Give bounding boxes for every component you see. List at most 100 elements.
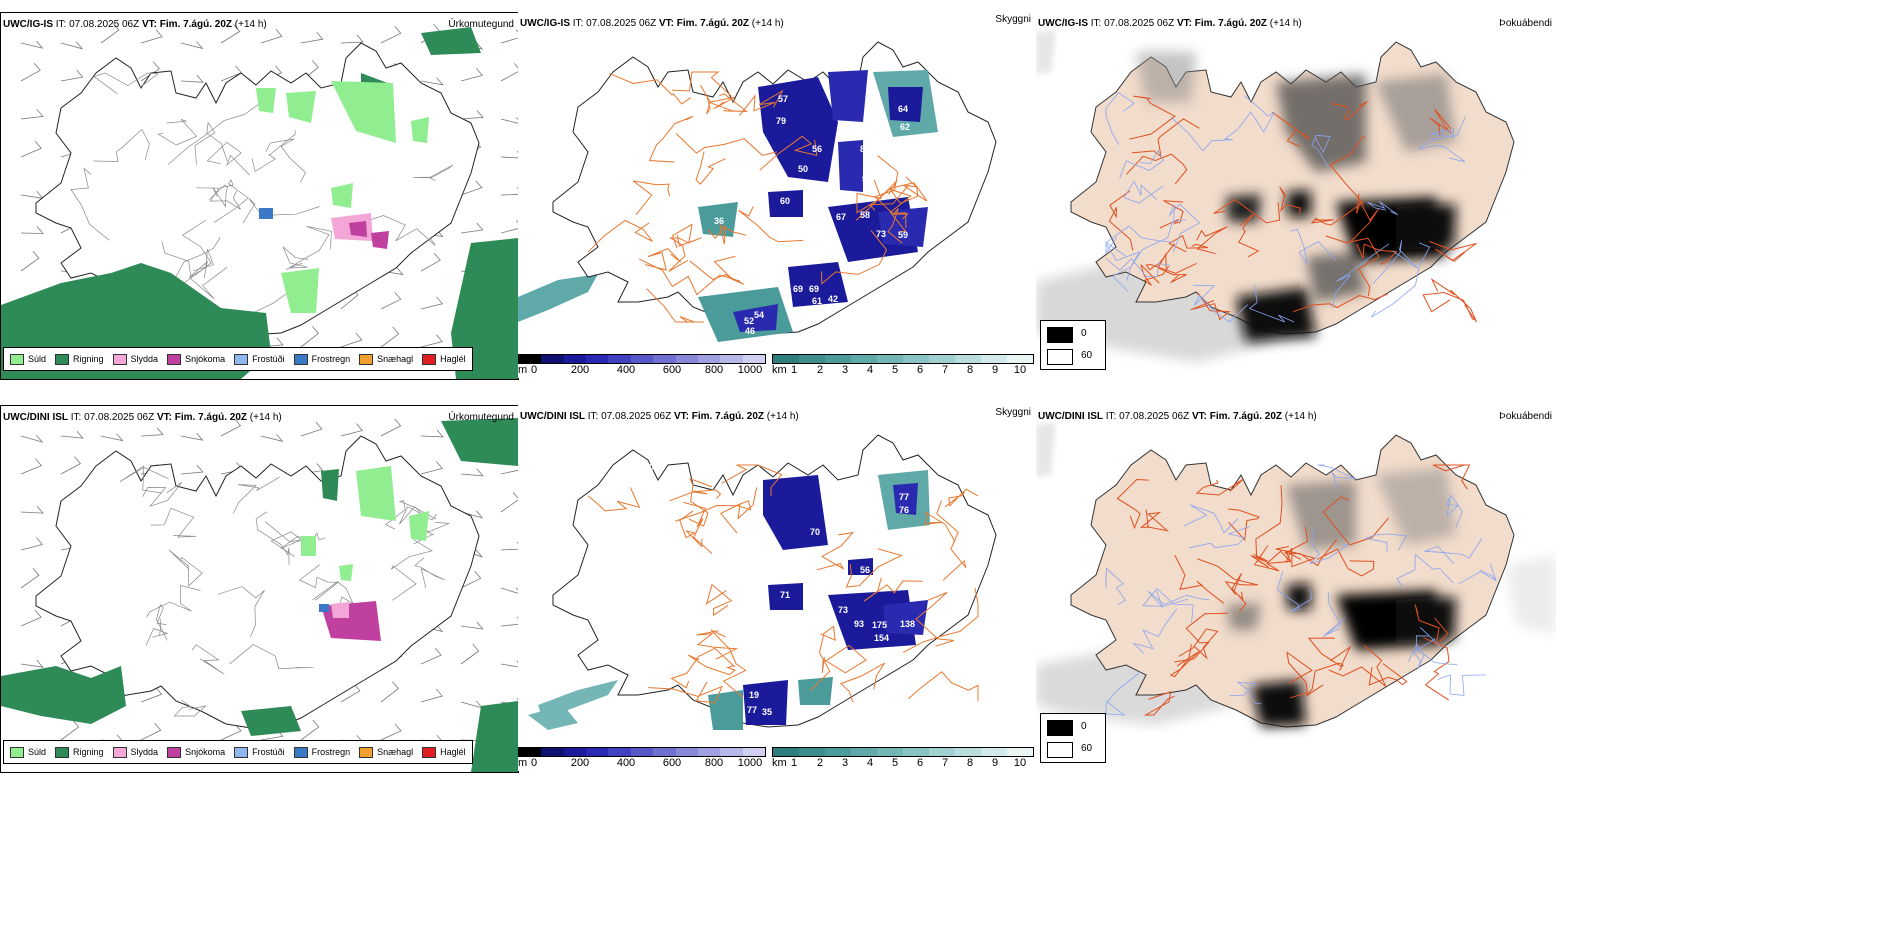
road-line xyxy=(265,138,306,183)
road-line xyxy=(809,625,836,692)
road-line xyxy=(1228,508,1260,541)
road-line xyxy=(695,151,726,185)
visibility-tick: 2 xyxy=(816,757,824,769)
wind-barb xyxy=(20,140,42,158)
wind-barb xyxy=(380,292,402,310)
visibility-map-top: 57 79 56 50 60 67 58 73 59 51 87 64 62 53 36 54 46 69 69 61… xyxy=(518,41,997,342)
river-line xyxy=(1317,464,1355,488)
visibility-value: 56 xyxy=(812,144,822,154)
road-line xyxy=(1368,663,1408,686)
road-line xyxy=(908,671,979,702)
road-line xyxy=(675,133,778,156)
fog-areas xyxy=(1136,52,1456,342)
height-tick: 1000 xyxy=(737,364,763,376)
road-line xyxy=(1414,604,1449,647)
legend-item-hail: Haglél xyxy=(422,353,466,365)
visibility-value: 36 xyxy=(714,216,724,226)
visibility-tick: 7 xyxy=(941,757,949,769)
legend-item-hail: Haglél xyxy=(422,746,466,758)
wind-barb xyxy=(300,421,323,437)
height-unit: m xyxy=(518,364,528,376)
wind-barb xyxy=(20,109,44,120)
height-tick: 0 xyxy=(530,364,538,376)
road-line xyxy=(1284,526,1338,567)
road-line xyxy=(399,506,438,525)
panel-title: UWC/DINI ISL IT: 07.08.2025 06Z VT: Fim.… xyxy=(3,412,282,423)
road-line xyxy=(1432,464,1471,490)
wind-barb xyxy=(500,587,518,594)
wind-barb xyxy=(460,571,482,589)
road-line xyxy=(161,241,228,300)
visibility-value: 87 xyxy=(860,144,870,154)
road-line xyxy=(1325,235,1380,297)
road-line xyxy=(1178,628,1219,660)
wind-barb xyxy=(500,616,518,627)
road-line xyxy=(944,488,979,508)
river-line xyxy=(1111,219,1187,292)
wind-barb xyxy=(500,187,518,196)
wind-barb xyxy=(60,719,80,741)
height-tick: 400 xyxy=(616,757,636,769)
road-line xyxy=(845,548,903,588)
wind-barb xyxy=(500,63,518,82)
legend-item-drizzle: Súld xyxy=(10,746,46,758)
visibility-tick: 10 xyxy=(1013,757,1027,769)
river-line xyxy=(1424,538,1483,565)
road-line xyxy=(251,130,296,173)
river-line xyxy=(1309,528,1350,565)
wind-barb xyxy=(20,226,44,234)
road-line xyxy=(1195,478,1244,496)
river-line xyxy=(1133,608,1178,654)
road-line xyxy=(1190,292,1231,321)
river-line xyxy=(1332,243,1390,308)
visibility-value: 93 xyxy=(854,619,864,629)
visibility-value: 70 xyxy=(810,527,820,537)
road-line xyxy=(874,155,907,228)
wind-barb xyxy=(20,609,42,627)
legend-item-snow-pellets: Snæhagl xyxy=(359,746,413,758)
river-line xyxy=(1169,203,1201,253)
legend-item-sleet: Slydda xyxy=(112,746,158,758)
panel-title: UWC/DINI ISL IT: 07.08.2025 06Z VT: Fim.… xyxy=(520,411,799,422)
height-colorbar-fill xyxy=(518,354,766,364)
road-line xyxy=(759,135,818,171)
wind-barb xyxy=(300,326,319,348)
visibility-tick: 1 xyxy=(790,757,798,769)
river-line xyxy=(1290,228,1336,265)
road-line xyxy=(1168,234,1209,253)
road-line xyxy=(142,482,183,507)
height-colorbar: m 0 200 400 600 800 1000 xyxy=(518,747,766,769)
wind-barb xyxy=(500,462,518,475)
road-line xyxy=(1293,293,1388,313)
wind-barb xyxy=(100,22,120,44)
road-line xyxy=(150,507,197,538)
visibility-value: 71 xyxy=(780,590,790,600)
wind-barb xyxy=(180,432,204,441)
river-line xyxy=(1370,242,1431,318)
wind-barb xyxy=(500,150,518,159)
river-line xyxy=(1238,95,1275,133)
river-line xyxy=(1105,236,1141,281)
road-line xyxy=(414,557,445,588)
road-line xyxy=(644,248,682,271)
fog-legend: 0 60 xyxy=(1040,320,1106,370)
road-line xyxy=(683,501,713,554)
visibility-value: 80 xyxy=(644,462,654,472)
panel-title: UWC/IG-IS IT: 07.08.2025 06Z VT: Fim. 7.… xyxy=(3,19,267,30)
height-tick: 200 xyxy=(570,364,590,376)
road-line xyxy=(707,224,747,245)
road-line xyxy=(1349,193,1380,243)
river-line xyxy=(1142,587,1194,623)
wind-barb xyxy=(420,296,444,310)
wind-barb xyxy=(60,69,84,82)
road-line xyxy=(188,248,214,279)
river-line xyxy=(1276,571,1313,612)
wind-barb xyxy=(380,681,399,703)
road-line xyxy=(887,208,909,244)
road-line xyxy=(1213,198,1281,224)
precip-areas xyxy=(1,418,518,772)
precip-map-bottom xyxy=(1,418,518,772)
road-line xyxy=(217,586,265,637)
road-line xyxy=(856,179,898,214)
wind-barb xyxy=(500,492,518,513)
